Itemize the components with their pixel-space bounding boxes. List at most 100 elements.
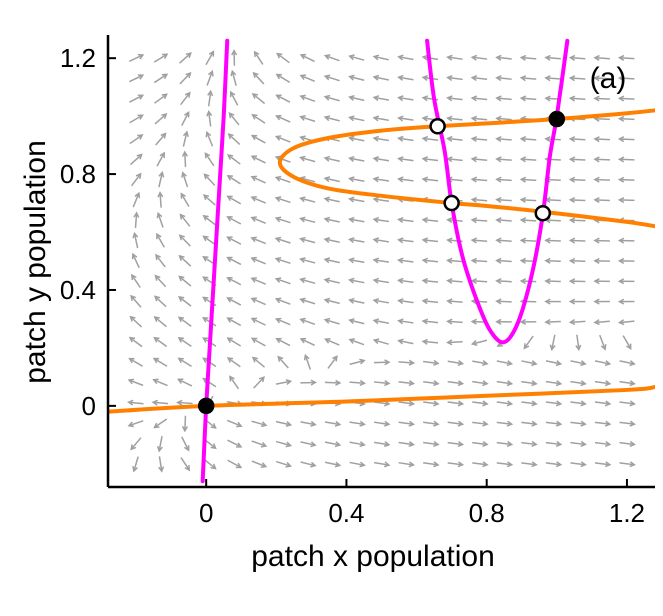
field-arrow	[179, 213, 191, 227]
field-arrow	[372, 297, 390, 304]
field-arrow	[299, 115, 316, 123]
field-arrow	[180, 192, 190, 208]
field-arrow	[152, 378, 168, 387]
field-arrow	[127, 399, 144, 406]
field-arrow	[594, 461, 612, 468]
magenta-nullcline-branch-1	[200, 38, 230, 484]
field-arrow	[593, 298, 610, 305]
field-arrow	[348, 297, 365, 304]
field-arrow	[545, 380, 563, 387]
field-arrow	[568, 217, 586, 224]
field-arrow	[324, 337, 340, 346]
field-arrow	[617, 278, 635, 285]
field-arrow	[495, 95, 512, 102]
field-arrow	[372, 237, 390, 244]
field-arrow	[545, 461, 563, 468]
field-arrow	[300, 441, 317, 448]
field-arrow	[181, 436, 190, 452]
field-arrow	[398, 359, 416, 366]
field-arrow	[446, 277, 463, 285]
field-arrow	[130, 294, 142, 308]
field-arrow	[495, 135, 512, 143]
field-arrow	[617, 136, 635, 143]
field-arrow	[348, 115, 365, 122]
field-arrow	[348, 277, 365, 284]
field-arrow	[495, 237, 512, 244]
field-arrow	[129, 134, 144, 145]
field-arrow	[447, 420, 465, 427]
field-arrow	[397, 216, 414, 224]
field-arrow	[594, 420, 612, 427]
unstable-equilibrium-point	[443, 194, 460, 212]
field-arrow	[250, 277, 266, 285]
field-arrow	[519, 136, 537, 143]
field-arrow	[226, 357, 241, 368]
field-arrow	[299, 196, 316, 203]
field-arrow	[446, 115, 463, 122]
field-arrow	[152, 357, 168, 367]
field-arrow	[617, 115, 635, 122]
field-arrow	[470, 75, 488, 82]
field-arrow	[619, 360, 636, 367]
field-arrow	[472, 440, 489, 448]
field-arrow	[327, 355, 338, 369]
field-arrow	[397, 156, 414, 163]
field-arrow	[373, 420, 391, 427]
field-arrow	[181, 171, 189, 188]
field-arrow	[423, 400, 440, 407]
field-arrow	[397, 257, 414, 264]
field-arrow	[617, 237, 635, 244]
field-arrow	[421, 298, 439, 305]
field-arrow	[570, 440, 587, 447]
field-arrow	[397, 115, 414, 122]
field-arrow	[617, 257, 635, 264]
field-arrow	[398, 420, 416, 427]
field-arrow	[231, 49, 238, 66]
y-tick-label: 1.2	[60, 43, 96, 73]
field-arrow	[421, 176, 439, 183]
field-arrow	[593, 95, 610, 102]
field-arrow	[204, 152, 215, 167]
field-arrow	[178, 254, 192, 267]
field-arrow	[182, 130, 189, 147]
field-arrow	[253, 376, 265, 389]
field-arrow	[619, 440, 636, 447]
field-arrow	[130, 172, 142, 187]
field-arrow	[299, 53, 315, 63]
field-arrow	[617, 196, 635, 204]
field-arrow	[521, 440, 538, 447]
field-arrow	[324, 441, 342, 448]
field-arrow	[299, 155, 316, 163]
field-arrow	[470, 95, 488, 102]
field-arrow	[544, 237, 561, 244]
field-arrow	[397, 74, 414, 81]
field-arrow	[421, 318, 439, 325]
field-arrow	[397, 54, 414, 61]
field-arrow	[446, 74, 463, 82]
field-arrow	[544, 298, 561, 305]
field-arrow	[300, 420, 317, 427]
field-arrow	[348, 338, 365, 346]
field-arrow	[128, 53, 145, 63]
field-arrow	[156, 436, 163, 453]
field-arrow	[617, 75, 635, 82]
field-arrow	[349, 461, 366, 468]
field-arrow	[226, 174, 241, 185]
field-arrow	[619, 400, 636, 407]
field-arrow	[568, 156, 586, 163]
field-arrow	[251, 460, 268, 468]
field-arrow	[203, 173, 216, 186]
field-arrow	[180, 457, 191, 472]
field-arrow	[349, 420, 366, 427]
y-tick-label: 0	[82, 391, 96, 421]
x-tick-label: 0.4	[328, 498, 364, 528]
field-arrow	[153, 418, 168, 429]
field-arrow	[228, 111, 240, 126]
field-arrow	[568, 136, 586, 143]
stable-equilibrium-point	[548, 110, 566, 128]
field-arrow	[300, 461, 317, 468]
field-arrow	[421, 277, 439, 284]
field-arrow	[593, 278, 610, 285]
field-arrow	[568, 298, 586, 305]
field-arrow	[519, 318, 537, 325]
